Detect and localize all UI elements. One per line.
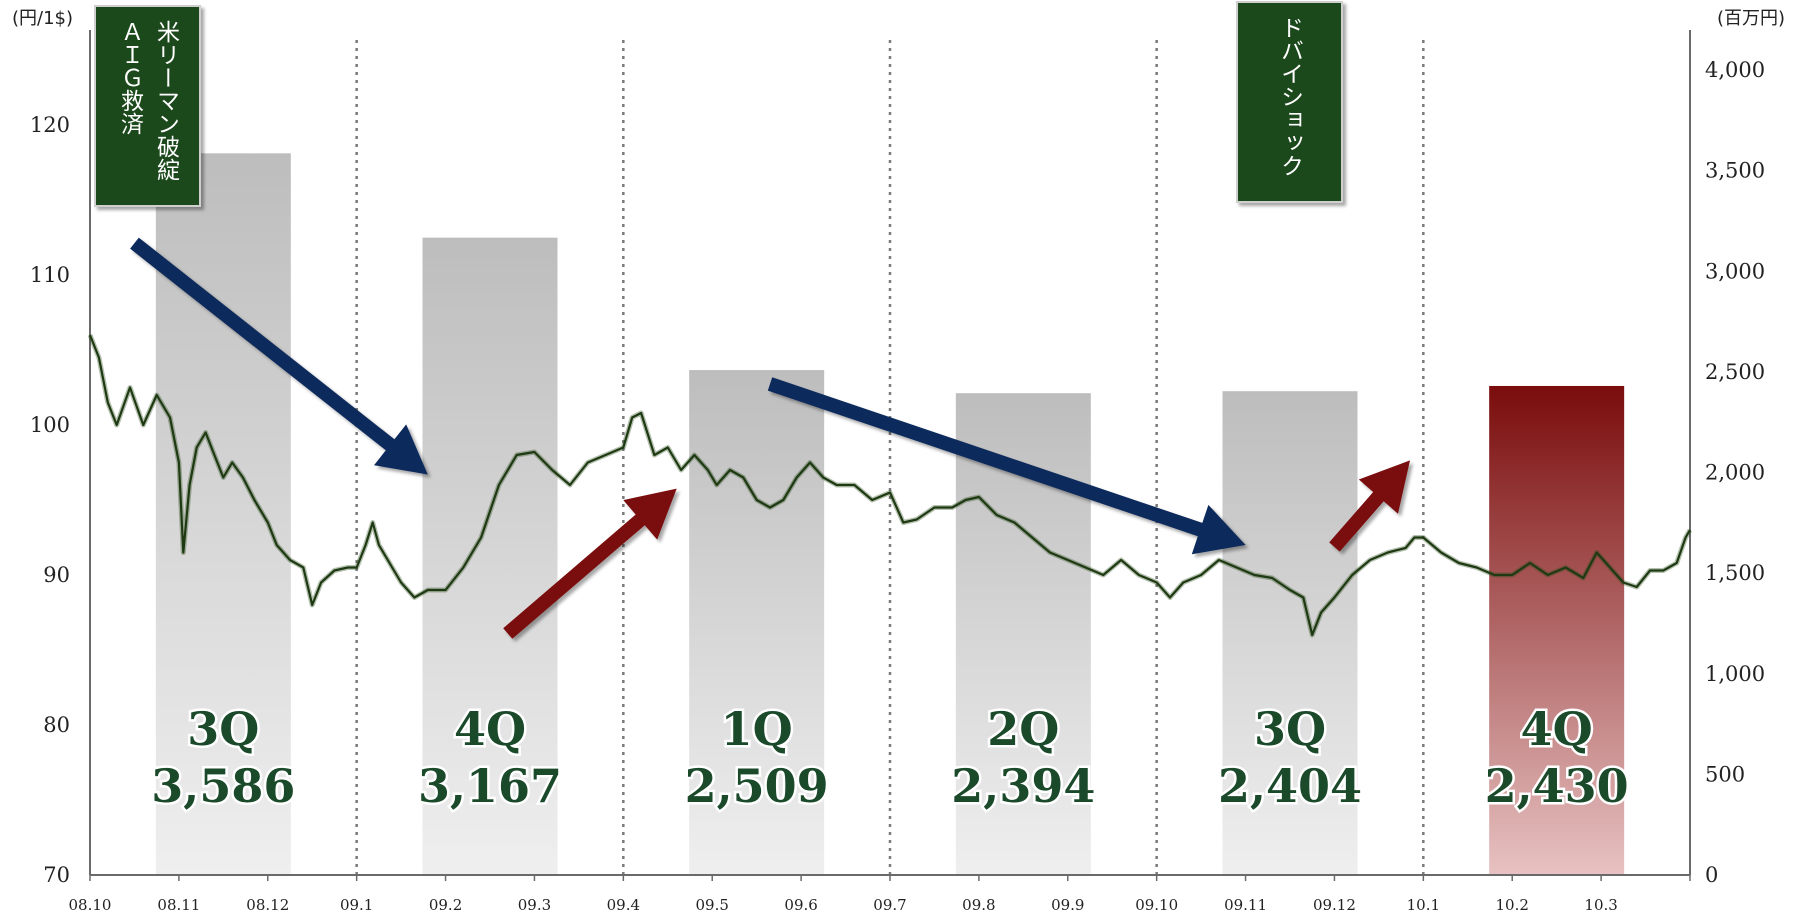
year-gridlines xyxy=(355,40,1425,875)
right-tick-8: 4,000 xyxy=(1705,58,1765,82)
quarter-name-5: 4Q xyxy=(1521,702,1593,756)
event-box-lehman xyxy=(94,5,201,207)
x-tick-5: 09.3 xyxy=(518,896,551,912)
event-text-lehman-0: 米リーマン破綻 xyxy=(153,20,181,181)
right-tick-7: 3,500 xyxy=(1705,159,1765,183)
left-tick-0: 70 xyxy=(43,863,70,887)
right-tick-1: 500 xyxy=(1705,762,1745,786)
left-tick-5: 120 xyxy=(30,113,70,137)
quarter-name-4: 3Q xyxy=(1254,702,1326,756)
trend-arrow-0 xyxy=(130,237,428,475)
x-tick-0: 08.10 xyxy=(69,896,112,912)
exchange-rate-line-shadow xyxy=(87,334,1693,638)
exchange-rate-series xyxy=(87,334,1693,638)
quarter-name-2: 1Q xyxy=(721,702,793,756)
left-axis-unit: (円/1$) xyxy=(12,8,73,29)
quarter-bar-4 xyxy=(1222,391,1358,875)
quarter-value-4: 2,404 xyxy=(1218,759,1362,813)
quarter-bar-1 xyxy=(422,237,558,876)
x-tick-4: 09.2 xyxy=(429,896,462,912)
x-tick-17: 10.3 xyxy=(1584,896,1617,912)
quarter-name-1: 4Q xyxy=(454,702,526,756)
x-tick-1: 08.11 xyxy=(157,896,200,912)
right-tick-2: 1,000 xyxy=(1705,662,1765,686)
quarter-value-1: 3,167 xyxy=(418,759,562,813)
x-tick-8: 09.6 xyxy=(784,896,817,912)
event-text-lehman-1: ＡＩＧ救済 xyxy=(117,20,145,135)
right-tick-0: 0 xyxy=(1705,863,1718,887)
left-tick-1: 80 xyxy=(43,713,70,737)
x-tick-13: 09.11 xyxy=(1224,896,1267,912)
quarter-value-0: 3,586 xyxy=(151,759,295,813)
quarter-labels: 3Q3,5864Q3,1671Q2,5092Q2,3943Q2,4044Q2,4… xyxy=(149,700,1631,816)
x-tick-9: 09.7 xyxy=(873,896,906,912)
quarter-bar-2 xyxy=(689,370,825,875)
event-box-dubai xyxy=(1236,1,1343,203)
quarter-value-5: 2,430 xyxy=(1485,759,1629,813)
right-axis-unit: (百万円) xyxy=(1717,8,1785,29)
trend-arrow-1 xyxy=(503,488,677,639)
axes xyxy=(89,30,1691,881)
quarter-name-0: 3Q xyxy=(187,702,259,756)
x-tick-12: 09.10 xyxy=(1135,896,1178,912)
x-tick-15: 10.1 xyxy=(1407,896,1440,912)
x-tick-16: 10.2 xyxy=(1496,896,1529,912)
trend-arrow-3 xyxy=(1329,460,1410,552)
left-tick-2: 90 xyxy=(43,563,70,587)
quarter-bar-5 xyxy=(1489,385,1625,875)
quarter-name-3: 2Q xyxy=(987,702,1059,756)
trend-arrows xyxy=(130,237,1410,639)
tick-labels: 70 80 90 100 110 120 0 500 1,000 1,500 2,000 2,500 3… xyxy=(12,8,1785,912)
right-tick-5: 2,500 xyxy=(1705,360,1765,384)
trend-arrow-2 xyxy=(767,377,1246,555)
right-tick-3: 1,500 xyxy=(1705,561,1765,585)
event-boxes: 米リーマン破綻 ＡＩＧ救済 ドバイショック xyxy=(94,1,1343,207)
x-tick-10: 09.8 xyxy=(962,896,995,912)
event-text-dubai-0: ドバイショック xyxy=(1277,16,1304,177)
quarter-value-2: 2,509 xyxy=(685,759,829,813)
x-tick-6: 09.4 xyxy=(607,896,640,912)
left-tick-3: 100 xyxy=(30,413,70,437)
x-tick-7: 09.5 xyxy=(696,896,729,912)
left-tick-4: 110 xyxy=(30,263,70,287)
x-tick-3: 09.1 xyxy=(340,896,373,912)
x-tick-2: 08.12 xyxy=(246,896,289,912)
x-tick-11: 09.9 xyxy=(1051,896,1084,912)
exchange-rate-line xyxy=(88,334,1691,637)
right-tick-6: 3,000 xyxy=(1705,259,1765,283)
right-tick-4: 2,000 xyxy=(1705,461,1765,485)
quarter-value-3: 2,394 xyxy=(951,759,1095,813)
x-tick-14: 09.12 xyxy=(1313,896,1356,912)
